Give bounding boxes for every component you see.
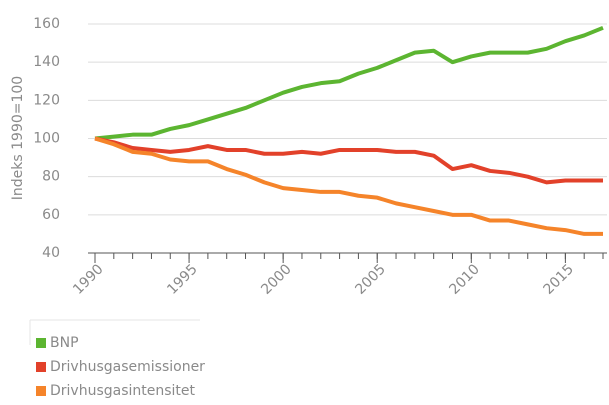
y-tick-label: 100 (33, 131, 60, 147)
x-tick-label: 2000 (258, 261, 295, 298)
y-axis-label: Indeks 1990=100 (10, 76, 26, 200)
legend-swatch (36, 362, 46, 372)
y-tick-label: 120 (33, 92, 60, 108)
legend-label: Drivhusgasemissioner (50, 359, 205, 375)
legend-label: Drivhusgasintensitet (50, 383, 196, 399)
legend-frame (29, 319, 200, 345)
line-series (94, 136, 603, 185)
x-tick-label: 1990 (70, 261, 107, 298)
y-tick-label: 80 (42, 169, 60, 185)
legend-swatch (36, 338, 46, 348)
x-tick-label: 2005 (352, 261, 389, 298)
line-series (94, 25, 604, 141)
y-tick-label: 140 (33, 54, 60, 70)
x-tick-label: 1995 (164, 261, 201, 298)
x-tick-label: 2010 (446, 261, 483, 298)
legend-swatch (36, 386, 46, 396)
y-tick-label: 60 (42, 207, 60, 223)
x-tick-label: 2015 (541, 261, 578, 298)
legend-label: BNP (50, 335, 79, 351)
line-series (94, 136, 603, 236)
y-tick-label: 160 (33, 16, 60, 32)
y-tick-label: 40 (42, 245, 60, 261)
